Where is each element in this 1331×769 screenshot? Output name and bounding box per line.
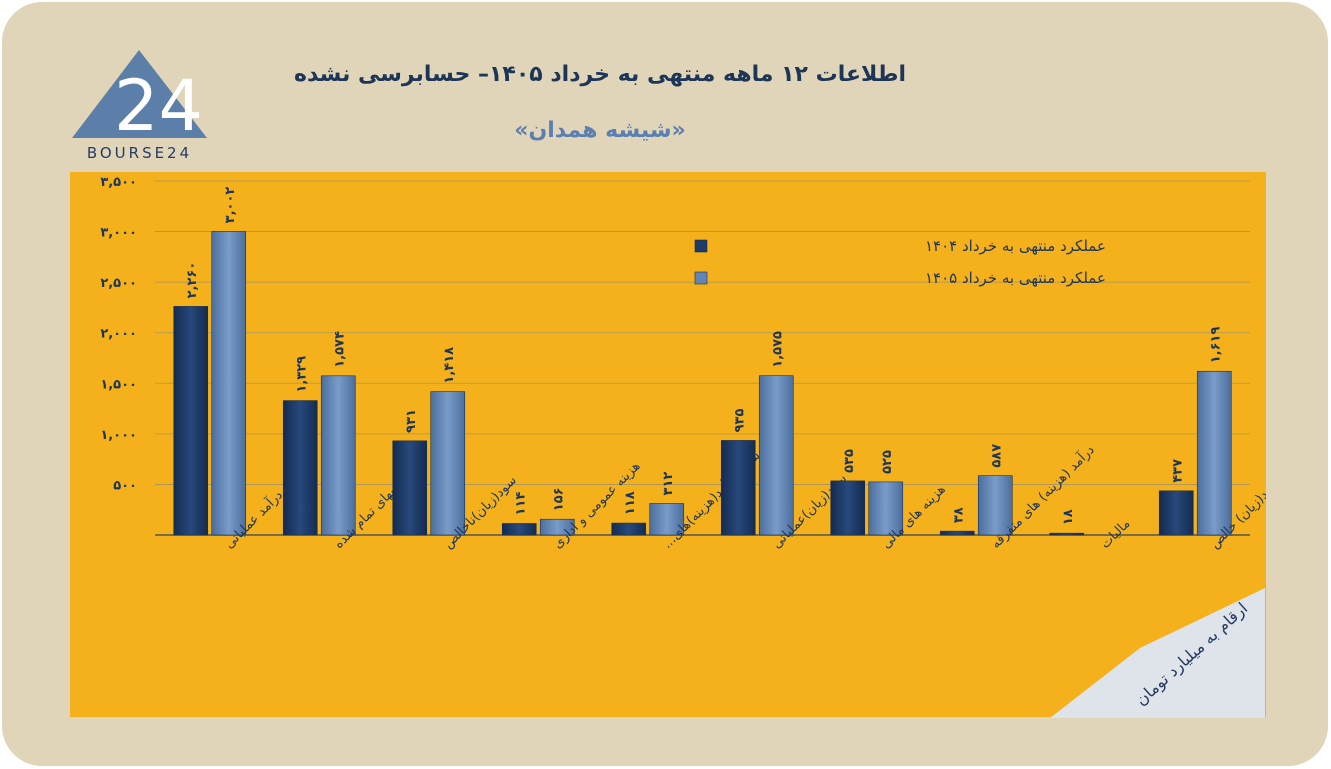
data-label: ۳,۰۰۲ (223, 187, 238, 224)
data-label: ۱,۳۲۹ (294, 356, 309, 393)
bar-1404 (392, 440, 428, 536)
data-label: ۵۳۵ (842, 449, 857, 473)
bar-1404 (939, 530, 975, 536)
bar-1404 (173, 306, 209, 536)
data-label: ۱,۴۱۸ (442, 347, 457, 384)
legend-label: عملکرد منتهی به خرداد ۱۴۰۴ (925, 237, 1106, 255)
legend-swatch (694, 271, 708, 285)
bar-1405 (430, 391, 466, 536)
data-label: ۱۱۸ (623, 491, 638, 515)
bar-1405 (868, 481, 904, 536)
data-label: ۳۱۲ (661, 472, 676, 496)
y-tick-label: ۲,۵۰۰ (100, 276, 137, 291)
data-label: ۱,۵۷۴ (332, 331, 347, 368)
data-label: ۹۳۵ (732, 409, 747, 433)
bar-1405 (320, 375, 356, 536)
y-tick-label: ۵۰۰ (113, 478, 137, 493)
data-label: ۱۱۴ (513, 492, 528, 516)
y-tick-label: ۳,۰۰۰ (100, 226, 137, 241)
bar-1404 (611, 522, 647, 536)
y-tick-label: ۲,۰۰۰ (100, 327, 137, 342)
data-label: ۵۲۵ (880, 450, 895, 474)
bar-1405 (977, 475, 1013, 536)
plot-panel: ۵۰۰ ۱,۰۰۰ ۱,۵۰۰ ۲,۰۰۰ ۲,۵۰۰ ۳,۰۰۰ ۳,۵۰۰ ۲,۲۶۰ ۳,… (70, 172, 1266, 717)
y-tick-label: ۱,۵۰۰ (100, 377, 137, 392)
bar-chart: ۵۰۰ ۱,۰۰۰ ۱,۵۰۰ ۲,۰۰۰ ۲,۵۰۰ ۳,۰۰۰ ۳,۵۰۰ ۲,۲۶۰ ۳,… (100, 175, 1266, 552)
unit-band: ارقام به میلیارد تومان (1050, 588, 1265, 718)
bar-1405 (539, 518, 575, 536)
bar-1405 (758, 375, 794, 536)
bar-1405 (649, 503, 685, 536)
legend-label: عملکرد منتهی به خرداد ۱۴۰۵ (925, 269, 1106, 287)
svg-text:24: 24 (114, 65, 203, 147)
data-label: ۱۸ (1061, 509, 1076, 525)
data-label: ۱۵۶ (551, 487, 566, 511)
bar-1404 (501, 523, 537, 536)
data-label: ۳۸ (951, 507, 966, 523)
y-tick-label: ۱,۰۰۰ (100, 428, 137, 443)
plot-area (155, 181, 1250, 535)
chart-subtitle: «شیشه همدان» (514, 118, 686, 143)
y-tick-label: ۳,۵۰۰ (100, 175, 137, 190)
legend-swatch (694, 239, 708, 253)
bourse24-logo: 24 (72, 50, 207, 147)
data-label: ۹۳۱ (404, 409, 419, 433)
logo-wordmark: BOURSE24 (86, 144, 193, 162)
bar-1404 (720, 440, 756, 536)
bar-1405 (1196, 370, 1232, 536)
bar-1404 (1158, 490, 1194, 536)
bar-1404 (1049, 532, 1085, 536)
bar-1405 (211, 231, 247, 536)
data-label: ۱,۵۷۵ (770, 331, 785, 368)
bar-1404 (282, 400, 318, 536)
chart-title: اطلاعات ۱۲ ماهه منتهی به خرداد ۱۴۰۵– حسا… (293, 62, 907, 87)
data-label: ۲,۲۶۰ (185, 262, 200, 299)
bar-1404 (830, 480, 866, 536)
data-label: ۱,۶۱۹ (1208, 327, 1223, 364)
data-label: ۴۳۷ (1170, 459, 1185, 483)
data-label: ۵۸۷ (989, 444, 1004, 468)
